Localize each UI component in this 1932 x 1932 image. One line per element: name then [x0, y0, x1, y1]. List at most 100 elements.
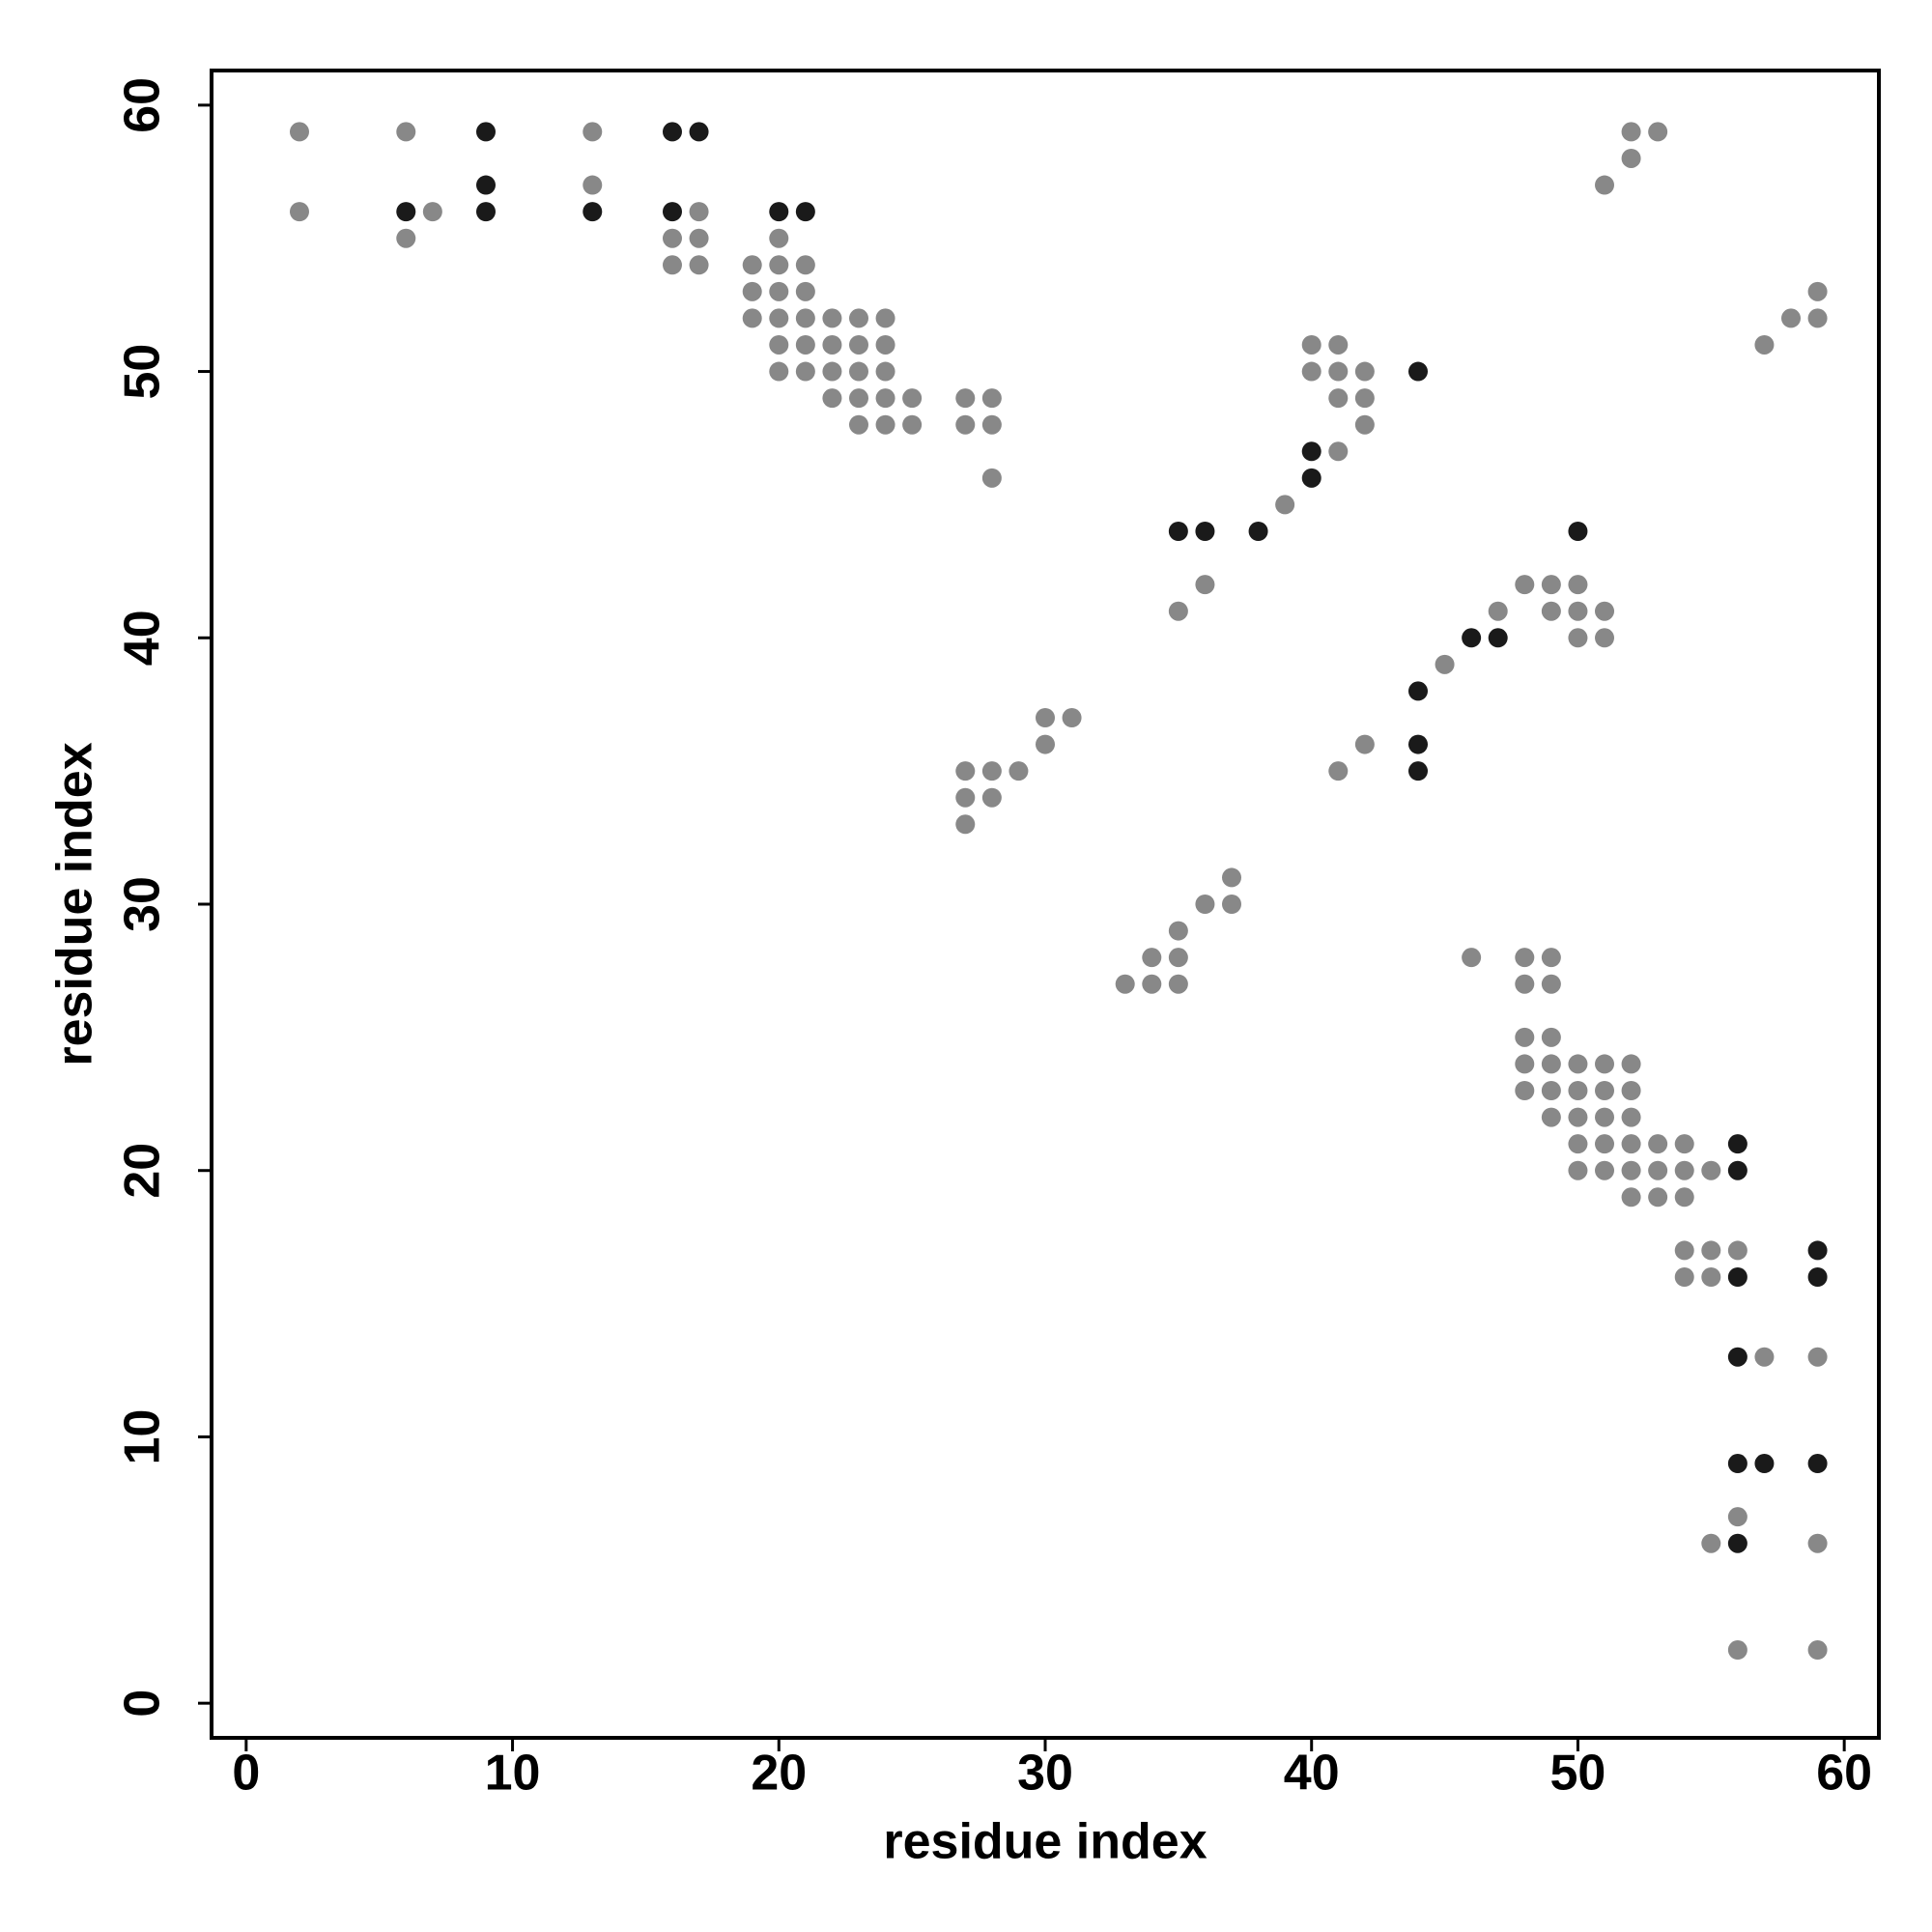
point [981, 414, 1002, 435]
x-tick-label: 20 [751, 1746, 807, 1802]
point [795, 202, 815, 222]
point [1621, 1187, 1641, 1208]
point [689, 202, 709, 222]
point [1195, 521, 1215, 541]
point [1621, 1107, 1641, 1127]
point [662, 202, 682, 222]
point [1515, 1027, 1535, 1047]
y-tick-label: 10 [115, 1409, 171, 1465]
point [1648, 1187, 1668, 1208]
point [1807, 1240, 1828, 1261]
point [1807, 1267, 1828, 1288]
point [1328, 361, 1349, 382]
point [662, 122, 682, 142]
point [1648, 122, 1668, 142]
point [902, 388, 923, 409]
point [795, 281, 815, 301]
point [289, 122, 309, 142]
x-tick-label: 0 [232, 1746, 260, 1802]
point [1354, 388, 1375, 409]
x-tick-label: 40 [1284, 1746, 1340, 1802]
point [822, 388, 842, 409]
point [769, 308, 789, 328]
point [1727, 1267, 1747, 1288]
point [1568, 1081, 1588, 1101]
point [689, 228, 709, 248]
point [1168, 974, 1188, 994]
point [769, 334, 789, 355]
point [1462, 628, 1482, 648]
point [1115, 974, 1135, 994]
point [1568, 1054, 1588, 1074]
point [1328, 388, 1349, 409]
point [1168, 948, 1188, 968]
point [1515, 575, 1535, 595]
point [742, 281, 762, 301]
point [1515, 948, 1535, 968]
point [1754, 1347, 1775, 1367]
point [795, 361, 815, 382]
point [1541, 575, 1561, 595]
point [955, 787, 976, 808]
point [1674, 1134, 1694, 1154]
point [795, 308, 815, 328]
point [1142, 948, 1162, 968]
point [1541, 1027, 1561, 1047]
point [1142, 974, 1162, 994]
point [1248, 521, 1268, 541]
y-tick-label: 50 [115, 344, 171, 400]
point [769, 255, 789, 275]
point [1595, 601, 1615, 621]
point [822, 308, 842, 328]
point [875, 414, 895, 435]
point [955, 814, 976, 835]
point [1595, 1081, 1615, 1101]
point [1781, 308, 1802, 328]
point [1515, 1081, 1535, 1101]
point [1301, 361, 1321, 382]
point [1568, 628, 1588, 648]
point [1807, 1347, 1828, 1367]
point [1354, 734, 1375, 754]
point [1568, 1107, 1588, 1127]
point [1621, 1160, 1641, 1180]
point [689, 122, 709, 142]
point [1568, 1160, 1588, 1180]
point [795, 255, 815, 275]
point [1621, 122, 1641, 142]
point [1222, 867, 1242, 888]
point [422, 202, 442, 222]
point [1621, 148, 1641, 168]
point [1195, 575, 1215, 595]
point [1328, 441, 1349, 462]
point [875, 308, 895, 328]
point [1807, 308, 1828, 328]
point [475, 175, 496, 195]
point [902, 414, 923, 435]
point [1168, 921, 1188, 941]
point [769, 281, 789, 301]
point [289, 202, 309, 222]
point [1541, 1054, 1561, 1074]
point [1674, 1187, 1694, 1208]
point [875, 361, 895, 382]
point [1408, 361, 1429, 382]
point [1807, 1454, 1828, 1474]
point [1595, 1107, 1615, 1127]
point [582, 202, 603, 222]
point [1595, 1134, 1615, 1154]
point [848, 334, 868, 355]
point [1168, 601, 1188, 621]
point [1701, 1160, 1721, 1180]
point [1568, 575, 1588, 595]
x-tick-label: 30 [1017, 1746, 1073, 1802]
point [1408, 761, 1429, 781]
point [955, 388, 976, 409]
y-tick-label: 20 [115, 1143, 171, 1199]
point [1727, 1240, 1747, 1261]
point [1727, 1454, 1747, 1474]
point [1301, 334, 1321, 355]
point [848, 308, 868, 328]
point [955, 414, 976, 435]
point [848, 361, 868, 382]
